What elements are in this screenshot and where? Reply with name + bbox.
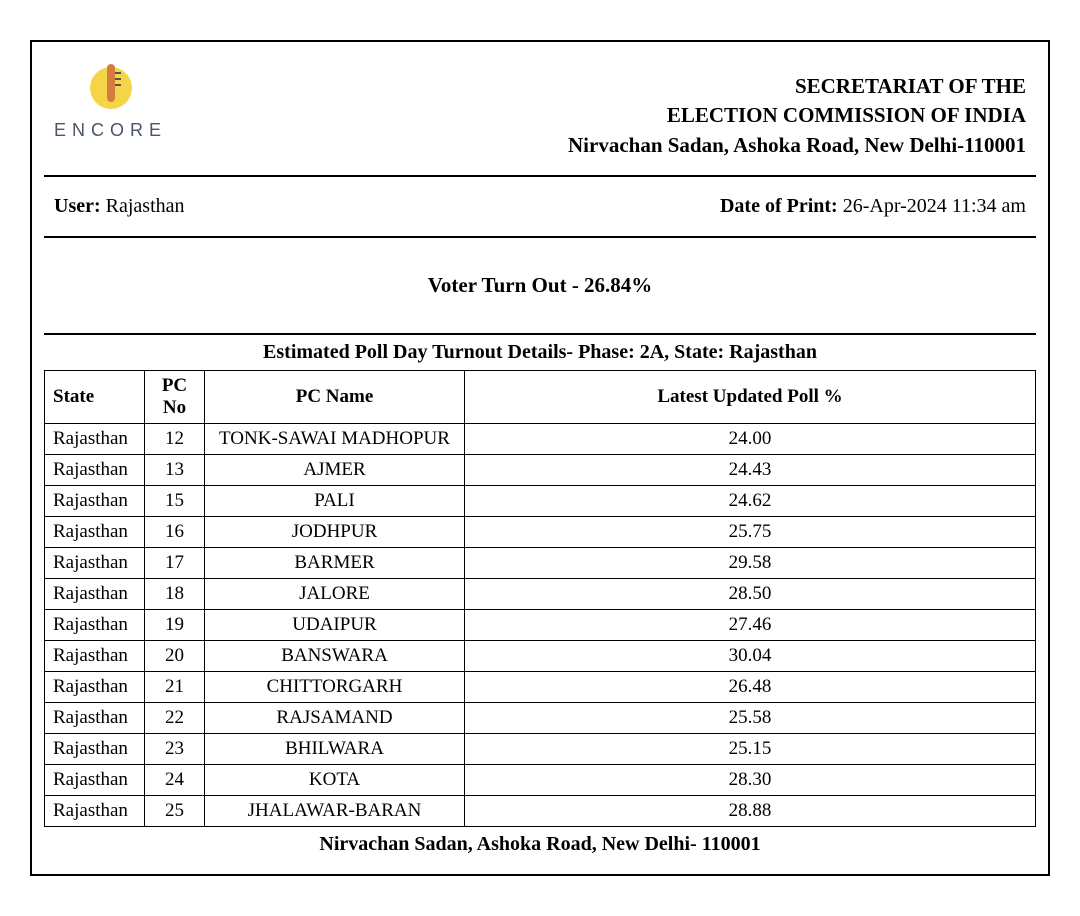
col-poll: Latest Updated Poll % bbox=[465, 371, 1036, 424]
cell-poll: 25.15 bbox=[465, 734, 1036, 765]
cell-pcname: AJMER bbox=[205, 455, 465, 486]
logo-section: ENCORE bbox=[54, 62, 167, 141]
date-info: Date of Print: 26-Apr-2024 11:34 am bbox=[720, 195, 1026, 218]
cell-pcname: BANSWARA bbox=[205, 641, 465, 672]
table-header-row: State PC No PC Name Latest Updated Poll … bbox=[45, 371, 1036, 424]
cell-pcno: 22 bbox=[145, 703, 205, 734]
cell-pcno: 17 bbox=[145, 548, 205, 579]
col-pcno: PC No bbox=[145, 371, 205, 424]
cell-poll: 28.50 bbox=[465, 579, 1036, 610]
cell-pcname: TONK-SAWAI MADHOPUR bbox=[205, 424, 465, 455]
table-row: Rajasthan20BANSWARA30.04 bbox=[45, 641, 1036, 672]
cell-pcname: CHITTORGARH bbox=[205, 672, 465, 703]
user-date-row: User: Rajasthan Date of Print: 26-Apr-20… bbox=[44, 177, 1036, 238]
cell-pcname: JODHPUR bbox=[205, 517, 465, 548]
table-row: Rajasthan17BARMER29.58 bbox=[45, 548, 1036, 579]
cell-state: Rajasthan bbox=[45, 517, 145, 548]
cell-state: Rajasthan bbox=[45, 765, 145, 796]
table-row: Rajasthan13AJMER24.43 bbox=[45, 455, 1036, 486]
cell-poll: 24.00 bbox=[465, 424, 1036, 455]
cell-pcname: BHILWARA bbox=[205, 734, 465, 765]
cell-poll: 24.62 bbox=[465, 486, 1036, 517]
date-label: Date of Print: bbox=[720, 195, 838, 217]
cell-state: Rajasthan bbox=[45, 641, 145, 672]
cell-pcno: 19 bbox=[145, 610, 205, 641]
header-section: ENCORE SECRETARIAT OF THE ELECTION COMMI… bbox=[44, 54, 1036, 177]
col-pcname: PC Name bbox=[205, 371, 465, 424]
cell-pcname: KOTA bbox=[205, 765, 465, 796]
table-row: Rajasthan16JODHPUR25.75 bbox=[45, 517, 1036, 548]
cell-poll: 27.46 bbox=[465, 610, 1036, 641]
cell-poll: 30.04 bbox=[465, 641, 1036, 672]
col-state: State bbox=[45, 371, 145, 424]
cell-pcname: RAJSAMAND bbox=[205, 703, 465, 734]
table-row: Rajasthan15PALI24.62 bbox=[45, 486, 1036, 517]
table-row: Rajasthan19UDAIPUR27.46 bbox=[45, 610, 1036, 641]
cell-pcno: 16 bbox=[145, 517, 205, 548]
footer-text: Nirvachan Sadan, Ashoka Road, New Delhi-… bbox=[44, 827, 1036, 862]
table-row: Rajasthan23BHILWARA25.15 bbox=[45, 734, 1036, 765]
header-line3: Nirvachan Sadan, Ashoka Road, New Delhi-… bbox=[568, 131, 1026, 160]
header-text: SECRETARIAT OF THE ELECTION COMMISSION O… bbox=[568, 62, 1026, 160]
cell-state: Rajasthan bbox=[45, 734, 145, 765]
cell-pcno: 21 bbox=[145, 672, 205, 703]
cell-state: Rajasthan bbox=[45, 796, 145, 827]
cell-pcname: JALORE bbox=[205, 579, 465, 610]
cell-state: Rajasthan bbox=[45, 579, 145, 610]
turnout-banner: Voter Turn Out - 26.84% bbox=[44, 238, 1036, 335]
cell-pcno: 20 bbox=[145, 641, 205, 672]
cell-pcno: 24 bbox=[145, 765, 205, 796]
table-row: Rajasthan25JHALAWAR-BARAN28.88 bbox=[45, 796, 1036, 827]
cell-state: Rajasthan bbox=[45, 610, 145, 641]
cell-pcname: JHALAWAR-BARAN bbox=[205, 796, 465, 827]
table-row: Rajasthan21CHITTORGARH26.48 bbox=[45, 672, 1036, 703]
cell-state: Rajasthan bbox=[45, 424, 145, 455]
cell-pcname: PALI bbox=[205, 486, 465, 517]
encore-logo-icon bbox=[86, 62, 136, 112]
cell-pcname: BARMER bbox=[205, 548, 465, 579]
cell-state: Rajasthan bbox=[45, 486, 145, 517]
cell-state: Rajasthan bbox=[45, 548, 145, 579]
table-row: Rajasthan18JALORE28.50 bbox=[45, 579, 1036, 610]
user-label: User: bbox=[54, 195, 101, 217]
cell-pcno: 15 bbox=[145, 486, 205, 517]
cell-pcno: 18 bbox=[145, 579, 205, 610]
table-title: Estimated Poll Day Turnout Details- Phas… bbox=[44, 335, 1036, 370]
cell-state: Rajasthan bbox=[45, 672, 145, 703]
cell-poll: 29.58 bbox=[465, 548, 1036, 579]
header-line2: ELECTION COMMISSION OF INDIA bbox=[568, 101, 1026, 130]
logo-text: ENCORE bbox=[54, 120, 167, 141]
table-row: Rajasthan12TONK-SAWAI MADHOPUR24.00 bbox=[45, 424, 1036, 455]
date-value: 26-Apr-2024 11:34 am bbox=[843, 195, 1026, 217]
user-info: User: Rajasthan bbox=[54, 195, 185, 218]
cell-state: Rajasthan bbox=[45, 703, 145, 734]
turnout-table: State PC No PC Name Latest Updated Poll … bbox=[44, 370, 1036, 827]
cell-poll: 25.58 bbox=[465, 703, 1036, 734]
cell-state: Rajasthan bbox=[45, 455, 145, 486]
cell-pcno: 13 bbox=[145, 455, 205, 486]
table-row: Rajasthan24KOTA28.30 bbox=[45, 765, 1036, 796]
cell-pcno: 25 bbox=[145, 796, 205, 827]
cell-poll: 26.48 bbox=[465, 672, 1036, 703]
document-container: ENCORE SECRETARIAT OF THE ELECTION COMMI… bbox=[30, 40, 1050, 876]
table-body: Rajasthan12TONK-SAWAI MADHOPUR24.00Rajas… bbox=[45, 424, 1036, 827]
header-line1: SECRETARIAT OF THE bbox=[568, 72, 1026, 101]
cell-poll: 28.88 bbox=[465, 796, 1036, 827]
cell-poll: 24.43 bbox=[465, 455, 1036, 486]
cell-pcno: 12 bbox=[145, 424, 205, 455]
user-value: Rajasthan bbox=[106, 195, 185, 217]
cell-pcno: 23 bbox=[145, 734, 205, 765]
cell-pcname: UDAIPUR bbox=[205, 610, 465, 641]
cell-poll: 28.30 bbox=[465, 765, 1036, 796]
cell-poll: 25.75 bbox=[465, 517, 1036, 548]
table-row: Rajasthan22RAJSAMAND25.58 bbox=[45, 703, 1036, 734]
